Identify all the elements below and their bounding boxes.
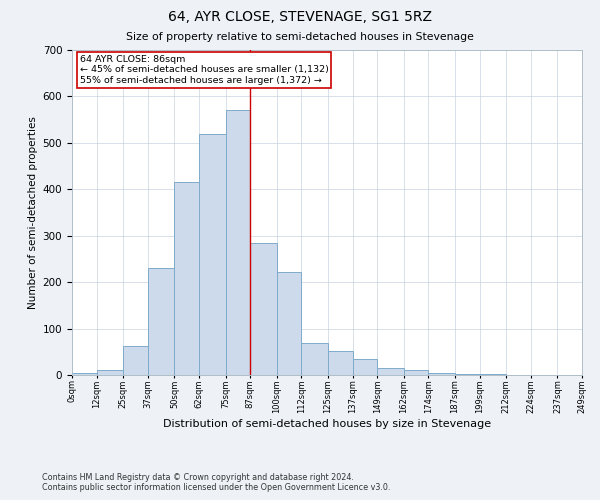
Bar [377,368,404,375]
Text: 64, AYR CLOSE, STEVENAGE, SG1 5RZ: 64, AYR CLOSE, STEVENAGE, SG1 5RZ [168,10,432,24]
Bar [479,374,506,375]
Bar [226,110,250,375]
Bar [301,344,328,375]
Bar [123,346,148,375]
Text: Size of property relative to semi-detached houses in Stevenage: Size of property relative to semi-detach… [126,32,474,42]
Bar [72,373,97,375]
Bar [328,351,353,375]
Bar [199,134,226,375]
Bar [97,370,123,375]
Bar [404,370,428,375]
Bar [353,359,377,375]
Bar [148,268,175,375]
Bar [250,242,277,375]
Bar [277,272,301,375]
X-axis label: Distribution of semi-detached houses by size in Stevenage: Distribution of semi-detached houses by … [163,418,491,428]
Bar [175,182,199,375]
Y-axis label: Number of semi-detached properties: Number of semi-detached properties [28,116,38,309]
Bar [455,374,479,375]
Bar [428,372,455,375]
Text: Contains HM Land Registry data © Crown copyright and database right 2024.
Contai: Contains HM Land Registry data © Crown c… [42,473,391,492]
Text: 64 AYR CLOSE: 86sqm
← 45% of semi-detached houses are smaller (1,132)
55% of sem: 64 AYR CLOSE: 86sqm ← 45% of semi-detach… [80,55,329,84]
